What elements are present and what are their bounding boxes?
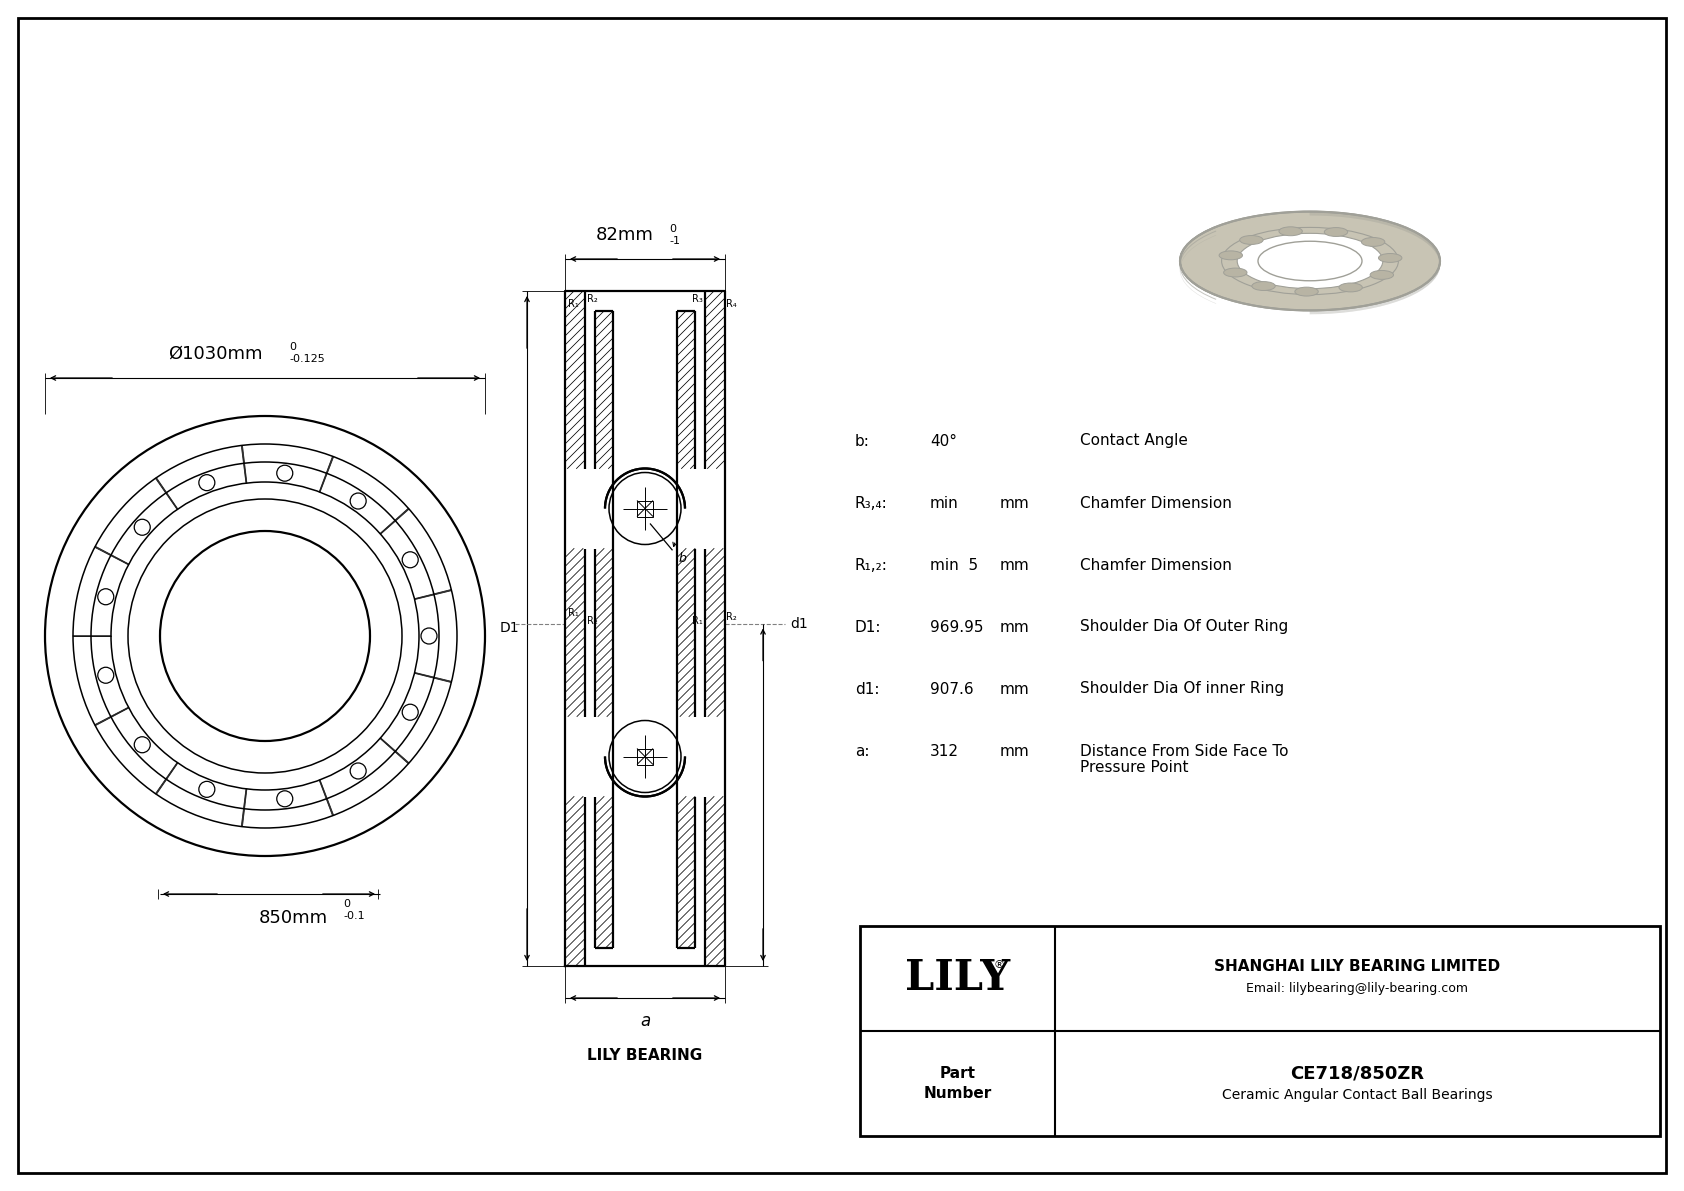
Ellipse shape <box>1238 233 1383 288</box>
Text: Distance From Side Face To: Distance From Side Face To <box>1079 743 1288 759</box>
Text: D1: D1 <box>500 622 519 636</box>
Ellipse shape <box>1219 251 1243 260</box>
Text: 82mm: 82mm <box>596 226 653 244</box>
Text: R₄: R₄ <box>726 299 738 308</box>
Text: R₁: R₁ <box>568 299 579 308</box>
Bar <box>637 748 653 765</box>
Text: Shoulder Dia Of inner Ring: Shoulder Dia Of inner Ring <box>1079 681 1285 697</box>
Text: d1: d1 <box>790 617 808 630</box>
Text: Email: lilybearing@lily-bearing.com: Email: lilybearing@lily-bearing.com <box>1246 983 1468 994</box>
Text: R₂: R₂ <box>588 294 598 304</box>
Text: mm: mm <box>1000 619 1029 635</box>
Text: Pressure Point: Pressure Point <box>1079 761 1189 775</box>
Text: R₁,₂:: R₁,₂: <box>855 557 887 573</box>
Text: Ø1030mm: Ø1030mm <box>168 345 263 363</box>
Text: 40°: 40° <box>930 434 957 449</box>
Text: R₂: R₂ <box>726 611 738 622</box>
Text: mm: mm <box>1000 495 1029 511</box>
Text: Part
Number: Part Number <box>923 1066 992 1102</box>
Ellipse shape <box>1243 236 1378 287</box>
Bar <box>861 925 1660 1136</box>
Text: a:: a: <box>855 743 869 759</box>
Text: 907.6: 907.6 <box>930 681 973 697</box>
Ellipse shape <box>1258 242 1362 281</box>
Text: 850mm: 850mm <box>258 909 328 927</box>
Text: SHANGHAI LILY BEARING LIMITED: SHANGHAI LILY BEARING LIMITED <box>1214 959 1500 974</box>
Text: b:: b: <box>855 434 871 449</box>
Text: min  5: min 5 <box>930 557 978 573</box>
Text: -0.125: -0.125 <box>290 354 325 364</box>
Ellipse shape <box>1339 283 1362 292</box>
Text: R₁: R₁ <box>568 609 579 618</box>
Ellipse shape <box>1221 227 1398 294</box>
Text: mm: mm <box>1000 743 1029 759</box>
Text: Chamfer Dimension: Chamfer Dimension <box>1079 557 1233 573</box>
Text: Chamfer Dimension: Chamfer Dimension <box>1079 495 1233 511</box>
Text: Contact Angle: Contact Angle <box>1079 434 1187 449</box>
Ellipse shape <box>1361 237 1384 247</box>
Text: d1:: d1: <box>855 681 879 697</box>
Text: b: b <box>679 553 687 566</box>
Text: 969.95: 969.95 <box>930 619 983 635</box>
Text: R₃,₄:: R₃,₄: <box>855 495 887 511</box>
Text: 0: 0 <box>344 899 350 909</box>
Ellipse shape <box>1295 287 1319 297</box>
Text: 312: 312 <box>930 743 958 759</box>
Text: LILY: LILY <box>904 958 1010 999</box>
Text: R₃: R₃ <box>692 294 702 304</box>
Ellipse shape <box>1324 227 1347 237</box>
Text: -1: -1 <box>669 236 680 247</box>
Text: 0: 0 <box>290 342 296 353</box>
Text: R₂: R₂ <box>588 617 598 626</box>
Text: min: min <box>930 495 958 511</box>
Text: LILY BEARING: LILY BEARING <box>588 1048 702 1064</box>
Ellipse shape <box>1239 236 1263 244</box>
Text: R₁: R₁ <box>692 617 702 626</box>
Ellipse shape <box>1224 268 1248 278</box>
Text: -0.1: -0.1 <box>344 911 365 921</box>
Text: a: a <box>640 1012 650 1030</box>
Text: 0: 0 <box>669 224 675 233</box>
Text: mm: mm <box>1000 557 1029 573</box>
Text: ®: ® <box>994 960 1004 971</box>
Text: mm: mm <box>1000 681 1029 697</box>
Ellipse shape <box>1379 254 1401 262</box>
Ellipse shape <box>1371 270 1394 280</box>
Text: Shoulder Dia Of Outer Ring: Shoulder Dia Of Outer Ring <box>1079 619 1288 635</box>
Bar <box>637 500 653 517</box>
Ellipse shape <box>1180 212 1440 311</box>
Ellipse shape <box>1278 226 1302 236</box>
Ellipse shape <box>1258 242 1362 281</box>
Text: Ceramic Angular Contact Ball Bearings: Ceramic Angular Contact Ball Bearings <box>1223 1089 1492 1103</box>
Ellipse shape <box>1251 281 1275 291</box>
Text: CE718/850ZR: CE718/850ZR <box>1290 1065 1425 1083</box>
Text: D1:: D1: <box>855 619 881 635</box>
